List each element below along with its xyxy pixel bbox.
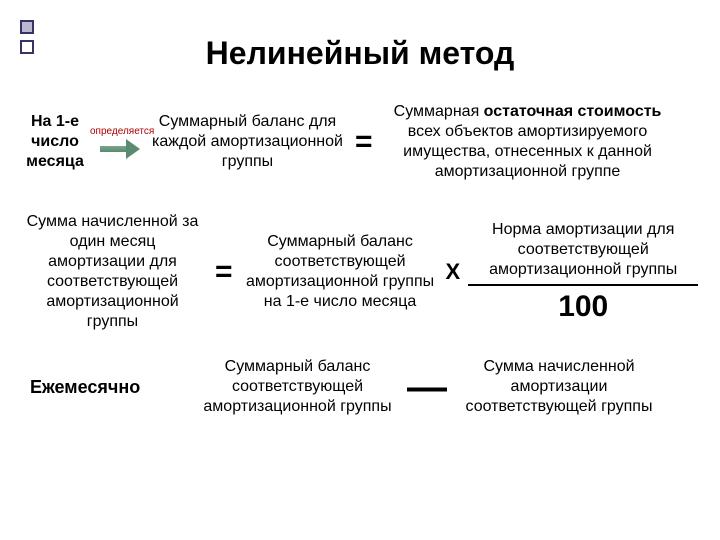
arrow-with-label: определяется [90, 126, 150, 159]
charged-amortization: Сумма начисленной амортизации соответств… [459, 357, 659, 417]
denominator-100: 100 [558, 290, 608, 324]
determined-label: определяется [90, 126, 150, 137]
row-first-day: На 1-е число месяца определяется Суммарн… [20, 102, 700, 182]
minus-sign: — [407, 377, 447, 397]
fraction-line [468, 284, 698, 286]
total-balance-block: Суммарный баланс для каждой амортизацион… [150, 112, 345, 172]
equals-sign: = [355, 125, 373, 159]
monthly-amortization-sum: Сумма начисленной за один месяц амортиза… [20, 212, 205, 332]
equals-sign: = [215, 255, 233, 289]
bullet-icon [20, 40, 34, 54]
multiply-sign: X [446, 259, 461, 285]
group-balance-first-day: Суммарный баланс соответствующей амортиз… [243, 232, 438, 312]
residual-value-block: Суммарная остаточная стоимость всех объе… [383, 102, 673, 182]
group-balance: Суммарный баланс соответствующей амортиз… [200, 357, 395, 417]
bullet-icon [20, 20, 34, 34]
monthly-label: Ежемесячно [20, 376, 200, 399]
row-monthly: Ежемесячно Суммарный баланс соответствую… [20, 357, 700, 417]
period-label: На 1-е число месяца [20, 112, 90, 172]
fraction-block: Норма амортизации для соответствующей ам… [468, 220, 698, 324]
arrow-icon [100, 139, 140, 159]
slide-bullets [20, 20, 34, 60]
slide-title: Нелинейный метод [20, 35, 700, 72]
row-monthly-sum: Сумма начисленной за один месяц амортиза… [20, 212, 700, 332]
amortization-norm: Норма амортизации для соответствующей ам… [468, 220, 698, 280]
